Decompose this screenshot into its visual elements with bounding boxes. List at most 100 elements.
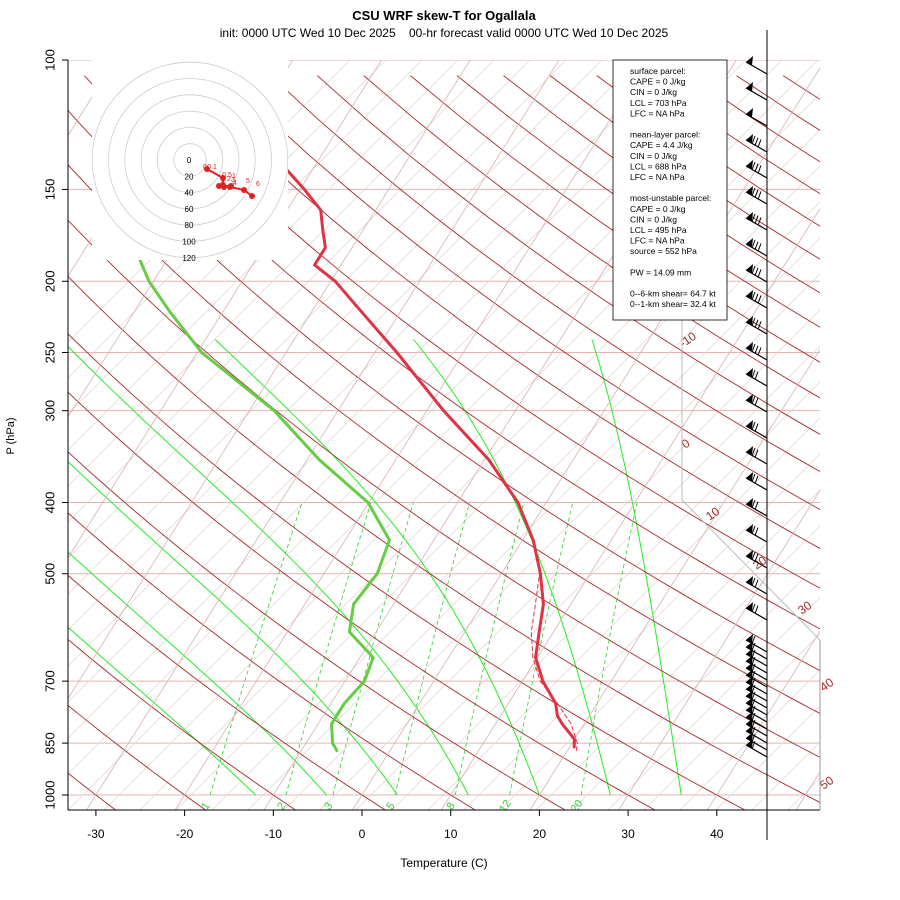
wind-barb-feather [754, 397, 759, 406]
diagonal-grid-line [139, 129, 820, 810]
wind-barb-feather [751, 603, 756, 613]
info-box-line: mean-layer parcel: [630, 130, 700, 140]
diagonal-grid-line [68, 60, 495, 487]
chart-title: CSU WRF skew-T for Ogallala [352, 8, 536, 23]
isotherm-line [68, 60, 471, 700]
diagonal-grid-line [607, 597, 820, 810]
isotherm-line [706, 630, 820, 810]
dry-adiabat-line [68, 109, 820, 672]
isotherm-line [529, 348, 820, 810]
wind-barb-feather [757, 321, 762, 330]
wind-barb-feather [757, 243, 762, 252]
upper-right-diagonal-border [681, 499, 821, 641]
diagonal-grid-line [68, 60, 639, 631]
wind-barb-flag [746, 56, 753, 65]
dry-adiabat-line [363, 75, 820, 399]
isotherm-line [68, 60, 383, 559]
wind-barb-flag [746, 718, 753, 727]
wind-barb [745, 113, 768, 127]
mixing-ratio-line [509, 502, 574, 796]
diagonal-grid-line [103, 93, 820, 810]
wind-barb-feather [751, 447, 756, 457]
wind-barb [745, 681, 768, 695]
wind-barb-feather [751, 265, 756, 275]
wind-barb [745, 723, 768, 737]
isotherm-line [795, 771, 820, 810]
wind-barb [745, 373, 768, 387]
wind-barbs [745, 30, 768, 840]
wind-barb-flag [746, 739, 753, 748]
hodograph-ring [91, 61, 289, 259]
diagonal-grid-line [175, 165, 820, 810]
wind-barb [745, 399, 768, 413]
diagonal-grid-line [824, 60, 900, 810]
wind-barb-flag [746, 264, 753, 273]
diagonal-grid-line [427, 417, 820, 810]
wind-barb-flag [746, 690, 753, 699]
y-axis-label: P (hPa) [5, 417, 17, 454]
dry-adiabat-line [83, 75, 820, 630]
moist-adiabat-line [68, 626, 256, 796]
wind-barb-flag [746, 524, 753, 533]
mixing-ratio-line [394, 502, 470, 796]
info-box-line: 0--1-km shear= 32.4 kt [630, 299, 716, 309]
wind-barb [745, 503, 768, 517]
isotherm-line [174, 60, 649, 810]
chart-subtitle: init: 0000 UTC Wed 10 Dec 2025 00-hr for… [220, 26, 669, 40]
diagonal-grid-line [463, 453, 820, 810]
diagonal-grid-line [499, 489, 820, 810]
wind-barb [745, 139, 768, 153]
wind-barb-feather [757, 191, 762, 200]
wind-barb [745, 217, 768, 231]
wind-barb-flag [746, 641, 753, 650]
diagonal-grid-line [68, 60, 711, 703]
wind-barb [745, 607, 768, 621]
mixing-ratio-label: 1 [199, 800, 212, 812]
isotherm-line [618, 489, 820, 810]
wind-barb-feather [757, 217, 762, 226]
wind-barb [745, 321, 768, 335]
x-tick-label: -20 [176, 827, 194, 841]
hodograph-ring [156, 127, 223, 193]
info-box-frame [612, 59, 728, 321]
wind-barb-feather [751, 551, 756, 561]
wind-barb-feather [751, 525, 756, 535]
dry-adiabat-line [68, 164, 820, 714]
wind-barb [745, 165, 768, 179]
wind-barb-flag [746, 711, 753, 720]
dry-adiabat-line [68, 574, 387, 810]
x-tick-label: -10 [265, 827, 283, 841]
wind-barb-flag [746, 82, 753, 91]
dry-adiabat-line [223, 75, 820, 511]
wind-barb-feather [754, 501, 759, 510]
diagonal-grid-line [68, 60, 567, 559]
hodograph-point [216, 183, 222, 189]
x-tick-label: 0 [359, 827, 366, 841]
isotherm-label: 30 [795, 598, 814, 617]
wind-barb-feather [757, 347, 762, 356]
wind-barb-flag [746, 238, 753, 247]
isotherm-label: 10 [703, 504, 722, 523]
wind-barb-feather [754, 423, 759, 432]
wind-barb-feather [754, 189, 759, 198]
hodograph-ring-label: 0 [187, 156, 192, 165]
wind-barb-flag [746, 134, 753, 143]
wind-barb [745, 702, 768, 716]
hodograph-ring-label: 20 [185, 172, 194, 181]
dry-adiabat-line [68, 451, 566, 810]
wind-barb-feather [754, 605, 759, 614]
wind-barb-feather [751, 473, 756, 483]
wind-barb [745, 269, 768, 283]
wind-barb [745, 555, 768, 569]
hodograph-ring-label: 60 [185, 205, 194, 214]
moist-adiabats [68, 339, 682, 796]
dry-adiabat-line [316, 75, 820, 435]
mixing-ratio-label: 2 [275, 800, 288, 812]
hodograph-point-label: 3 [231, 177, 235, 184]
isotherm-label: -10 [677, 329, 700, 351]
wind-barb [745, 581, 768, 595]
wind-barb [745, 451, 768, 465]
hodograph-point [241, 187, 247, 193]
